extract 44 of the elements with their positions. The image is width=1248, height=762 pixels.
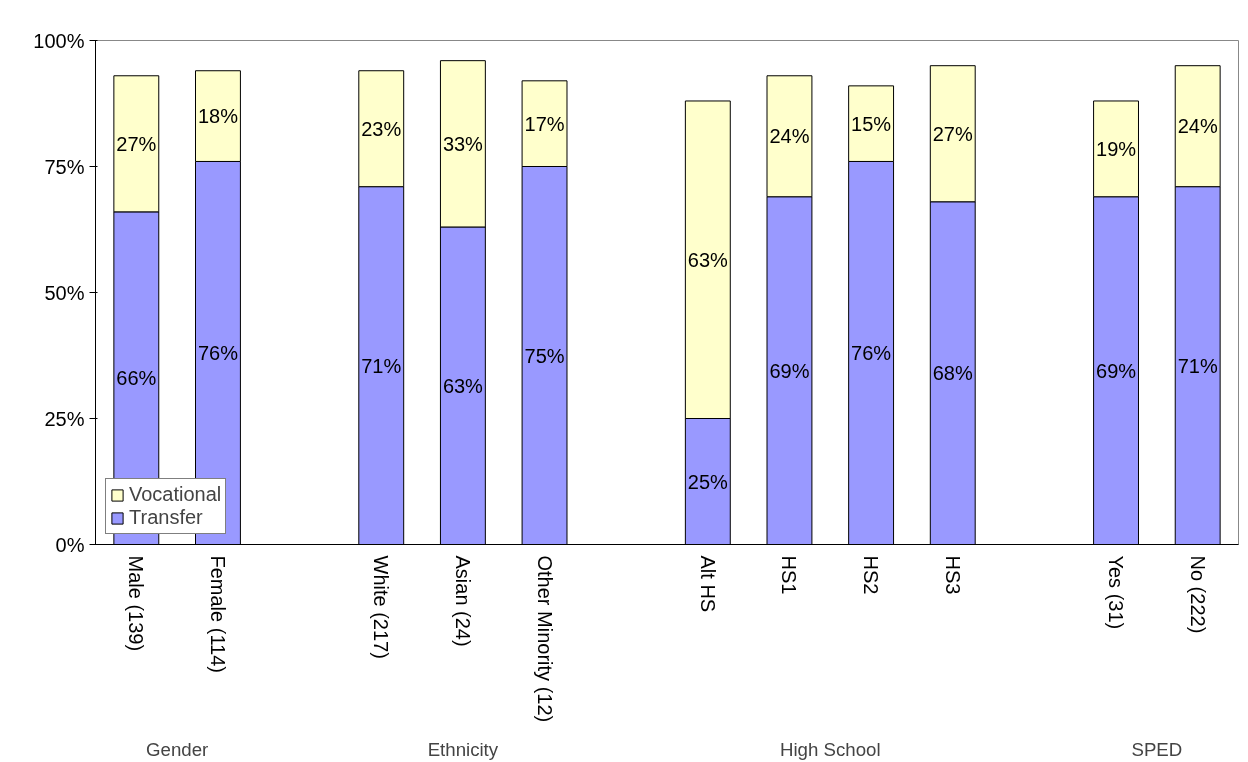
data-label: 63% xyxy=(687,248,729,271)
data-label: 69% xyxy=(1096,359,1137,382)
x-tick-label: HS1 xyxy=(778,555,801,595)
data-label: 76% xyxy=(197,341,239,364)
legend-label: Transfer xyxy=(129,506,203,529)
text: Ethnicity xyxy=(427,738,499,760)
data-label: 76% xyxy=(851,341,892,364)
y-tick-label: 75% xyxy=(44,155,85,178)
data-label: 24% xyxy=(769,125,810,148)
x-tick-label: HS3 xyxy=(941,555,964,595)
y-tick-label: 50% xyxy=(44,281,85,304)
data-label: 27% xyxy=(932,122,973,145)
y-tick-label: 100% xyxy=(33,29,85,52)
data-label: 24% xyxy=(1177,115,1218,138)
y-tick-label: 25% xyxy=(44,407,85,430)
data-label: 75% xyxy=(524,344,565,367)
legend-label: Vocational xyxy=(129,483,222,506)
x-tick-label: Yes (31) xyxy=(1105,555,1128,630)
data-label: 17% xyxy=(524,112,565,135)
data-label: 71% xyxy=(361,354,402,377)
data-label: 23% xyxy=(361,117,402,140)
data-label: 18% xyxy=(197,105,239,128)
x-tick-label: Male (139) xyxy=(125,555,148,652)
text: Gender xyxy=(146,738,209,760)
x-tick-label: Alt HS xyxy=(696,555,719,613)
data-label: 27% xyxy=(116,132,157,155)
data-label: 33% xyxy=(442,132,484,155)
x-tick-label: No (222) xyxy=(1186,555,1209,634)
data-label: 25% xyxy=(687,470,729,493)
x-tick-label: Female (114) xyxy=(206,555,229,673)
x-tick-label: Other Minority (12) xyxy=(533,555,556,723)
y-tick-label: 0% xyxy=(55,533,85,556)
data-label: 15% xyxy=(851,112,892,135)
x-tick-label: Asian (24) xyxy=(451,555,474,647)
x-tick-label: White (217) xyxy=(370,555,393,659)
data-label: 69% xyxy=(769,359,810,382)
data-label: 71% xyxy=(1177,354,1218,377)
text: SPED xyxy=(1131,738,1183,760)
x-tick-label: HS2 xyxy=(860,555,883,595)
data-label: 63% xyxy=(442,374,484,397)
data-label: 66% xyxy=(116,367,157,390)
text: High School xyxy=(779,738,881,760)
data-label: 68% xyxy=(932,362,973,385)
data-label: 19% xyxy=(1096,137,1137,160)
